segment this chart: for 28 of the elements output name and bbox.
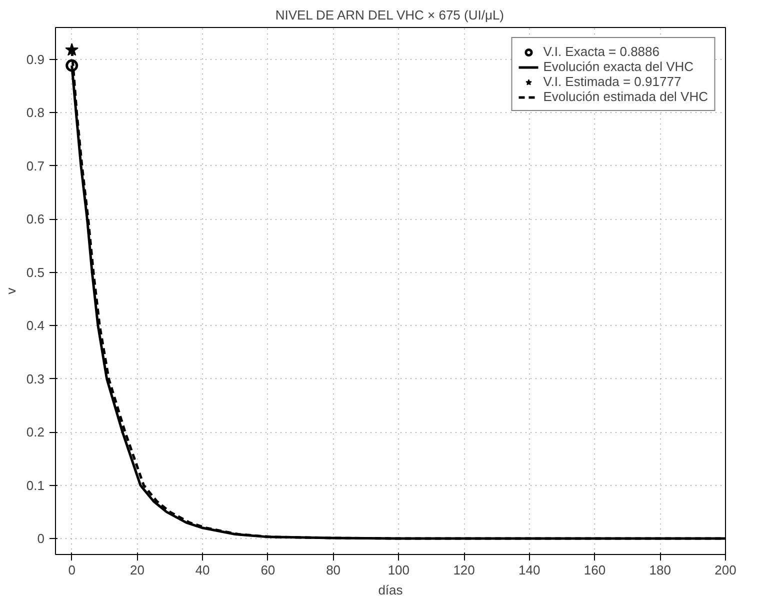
legend-label: Evolución estimada del VHC (543, 89, 708, 104)
x-axis-title: días (378, 582, 404, 598)
x-tick-label: 140 (518, 562, 540, 578)
x-tick-label: 80 (326, 562, 341, 578)
x-tick-label: 0 (68, 562, 76, 578)
chart-title: NIVEL DE ARN DEL VHC × 675 (UI/μL) (275, 8, 504, 22)
x-tick-label: 120 (453, 562, 475, 578)
legend-label: V.I. Estimada = 0.91777 (543, 74, 682, 89)
x-tick-label: 20 (130, 562, 144, 578)
y-tick-label: 0.8 (26, 105, 45, 120)
y-tick-label: 0.6 (26, 212, 45, 227)
y-tick-label: 0.1 (26, 478, 45, 493)
x-tick-label: 100 (388, 562, 410, 578)
y-tick-label: 0.2 (26, 424, 45, 440)
y-tick-label: 0.7 (26, 158, 45, 174)
x-tick-label: 60 (260, 562, 276, 578)
x-tick-label: 40 (195, 562, 210, 578)
y-axis-title: v (3, 287, 18, 294)
x-tick-label: 200 (714, 562, 736, 578)
y-tick-label: 0 (37, 531, 45, 546)
x-tick-label: 160 (584, 562, 606, 578)
y-tick-label: 0.5 (26, 264, 45, 280)
y-tick-label: 0.9 (26, 52, 45, 67)
legend-label: Evolución exacta del VHC (543, 59, 694, 74)
y-tick-label: 0.4 (26, 318, 45, 334)
x-tick-label: 180 (649, 562, 671, 578)
legend-label: V.I. Exacta = 0.8886 (543, 44, 660, 59)
y-tick-label: 0.3 (26, 371, 45, 386)
